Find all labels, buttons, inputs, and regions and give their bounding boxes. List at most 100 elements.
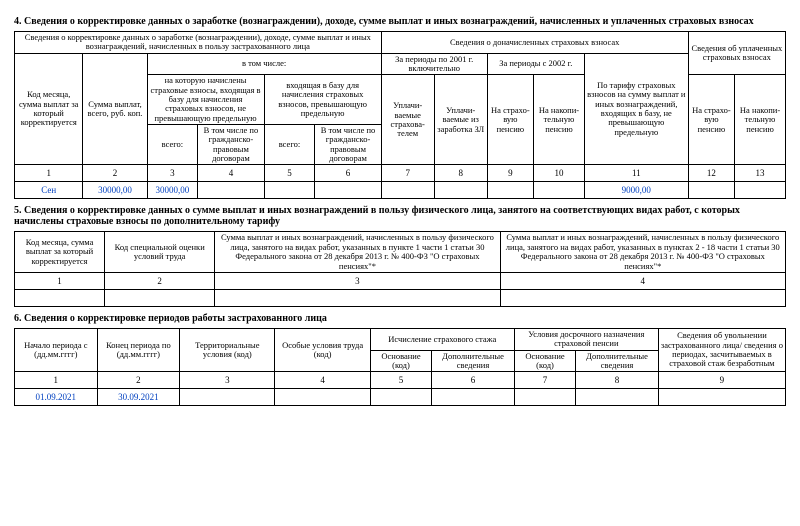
s6-n9: 9 bbox=[658, 372, 785, 389]
s4-r-c6 bbox=[315, 182, 381, 199]
s6-r-c8 bbox=[576, 389, 659, 406]
s5-data-row bbox=[15, 289, 786, 306]
s5-r-c3 bbox=[215, 289, 500, 306]
s4-r-c4 bbox=[198, 182, 264, 199]
s4-r-c1: Сен bbox=[15, 182, 83, 199]
s4-h-c9: На страхо-вую пенсию bbox=[487, 75, 533, 165]
section5-table: Код месяца, сумма выплат за который корр… bbox=[14, 231, 786, 306]
s4-n2: 2 bbox=[83, 165, 147, 182]
s6-n3: 3 bbox=[180, 372, 275, 389]
s4-r-c12 bbox=[688, 182, 734, 199]
s6-h-c4: Особые условия труда (код) bbox=[275, 328, 370, 371]
section6-title: 6. Сведения о корректировке периодов раб… bbox=[14, 313, 786, 324]
s4-h-span3: Сведения об уплаченных страховых взносах bbox=[688, 32, 785, 75]
s4-r-c3: 30000,00 bbox=[147, 182, 198, 199]
s4-n7: 7 bbox=[381, 165, 434, 182]
s4-h-c5: всего: bbox=[264, 125, 315, 165]
section5-title: 5. Сведения о корректировке данных о сум… bbox=[14, 205, 786, 227]
section6-table: Начало периода с (дд.мм.гггг) Конец пери… bbox=[14, 328, 786, 406]
s6-r-c6 bbox=[432, 389, 515, 406]
s4-numrow: 1 2 3 4 5 6 7 8 9 10 11 12 13 bbox=[15, 165, 786, 182]
s4-h-span2: Сведения о доначисленных страховых взнос… bbox=[381, 32, 688, 54]
s6-h-span78: Условия досрочного назначения страховой … bbox=[514, 328, 658, 350]
s6-n8: 8 bbox=[576, 372, 659, 389]
s6-data-row: 01.09.2021 30.09.2021 bbox=[15, 389, 786, 406]
s5-r-c4 bbox=[500, 289, 785, 306]
s4-h-c10: На накопи-тельную пенсию bbox=[534, 75, 585, 165]
s5-n3: 3 bbox=[215, 272, 500, 289]
s4-h-c13: На накопи-тельную пенсию bbox=[735, 75, 786, 165]
s6-h-c6: Дополнительные сведения bbox=[432, 350, 515, 372]
s4-h-c4: В том числе по гражданско-правовым догов… bbox=[198, 125, 264, 165]
s6-r-c4 bbox=[275, 389, 370, 406]
section4-table: Сведения о корректировке данных о зарабо… bbox=[14, 31, 786, 199]
s6-h-c7: Основание (код) bbox=[514, 350, 575, 372]
s6-n6: 6 bbox=[432, 372, 515, 389]
s6-r-c2: 30.09.2021 bbox=[97, 389, 180, 406]
s6-h-c9: Сведения об увольнении застрахованного л… bbox=[658, 328, 785, 371]
s4-h-c7: Уплачи-ваемые страхова-телем bbox=[381, 75, 434, 165]
s4-n1: 1 bbox=[15, 165, 83, 182]
s4-n10: 10 bbox=[534, 165, 585, 182]
s6-h-span56: Исчисление страхового стажа bbox=[370, 328, 514, 350]
s6-r-c7 bbox=[514, 389, 575, 406]
s4-r-c9 bbox=[487, 182, 533, 199]
s6-n7: 7 bbox=[514, 372, 575, 389]
s4-data-row: Сен 30000,00 30000,00 9000,00 bbox=[15, 182, 786, 199]
s4-r-c7 bbox=[381, 182, 434, 199]
s4-h-za2002: За периоды с 2002 г. bbox=[487, 53, 584, 75]
s4-h-c3: всего: bbox=[147, 125, 198, 165]
s4-h-c34span: на которую начислены страховые взносы, в… bbox=[147, 75, 264, 125]
s4-h-c11: По тарифу страховых взносов на сумму вып… bbox=[584, 53, 688, 165]
s4-n8: 8 bbox=[434, 165, 487, 182]
s4-n5: 5 bbox=[264, 165, 315, 182]
s4-h-c12: На страхо-вую пенсию bbox=[688, 75, 734, 165]
s5-n4: 4 bbox=[500, 272, 785, 289]
s4-h-c8: Уплачи-ваемые из заработка ЗЛ bbox=[434, 75, 487, 165]
s6-r-c3 bbox=[180, 389, 275, 406]
s6-h-c8: Дополнительные сведения bbox=[576, 350, 659, 372]
s6-n4: 4 bbox=[275, 372, 370, 389]
s5-n2: 2 bbox=[105, 272, 215, 289]
s4-h-c2: Сумма выплат, всего, руб. коп. bbox=[83, 53, 147, 165]
s5-h-c2: Код специальной оценки условий труда bbox=[105, 232, 215, 272]
s4-r-c2: 30000,00 bbox=[83, 182, 147, 199]
s6-n5: 5 bbox=[370, 372, 431, 389]
s4-r-c11: 9000,00 bbox=[584, 182, 688, 199]
s4-n9: 9 bbox=[487, 165, 533, 182]
s5-r-c2 bbox=[105, 289, 215, 306]
s5-h-c1: Код месяца, сумма выплат за который корр… bbox=[15, 232, 105, 272]
s4-r-c5 bbox=[264, 182, 315, 199]
s4-h-za2001: За периоды по 2001 г. включительно bbox=[381, 53, 487, 75]
s6-n2: 2 bbox=[97, 372, 180, 389]
s6-n1: 1 bbox=[15, 372, 98, 389]
s6-r-c1: 01.09.2021 bbox=[15, 389, 98, 406]
s4-n4: 4 bbox=[198, 165, 264, 182]
s4-h-c6: В том числе по гражданско-правовым догов… bbox=[315, 125, 381, 165]
s6-h-c2: Конец периода по (дд.мм.гггг) bbox=[97, 328, 180, 371]
s6-r-c9 bbox=[658, 389, 785, 406]
s6-h-c1: Начало периода с (дд.мм.гггг) bbox=[15, 328, 98, 371]
s4-h-span1: Сведения о корректировке данных о зарабо… bbox=[15, 32, 382, 54]
s4-h-c56span: входящая в базу для начисления страховых… bbox=[264, 75, 381, 125]
s4-r-c13 bbox=[735, 182, 786, 199]
s4-r-c8 bbox=[434, 182, 487, 199]
s5-h-c4: Сумма выплат и иных вознаграждений, начи… bbox=[500, 232, 785, 272]
s4-h-c1: Код месяца, сумма выплат за который корр… bbox=[15, 53, 83, 165]
s4-n13: 13 bbox=[735, 165, 786, 182]
section4-title: 4. Сведения о корректировке данных о зар… bbox=[14, 16, 786, 27]
s6-numrow: 1 2 3 4 5 6 7 8 9 bbox=[15, 372, 786, 389]
s6-h-c5: Основание (код) bbox=[370, 350, 431, 372]
s4-n12: 12 bbox=[688, 165, 734, 182]
s6-h-c3: Территориальные условия (код) bbox=[180, 328, 275, 371]
s6-r-c5 bbox=[370, 389, 431, 406]
s4-n3: 3 bbox=[147, 165, 198, 182]
s4-n11: 11 bbox=[584, 165, 688, 182]
s5-n1: 1 bbox=[15, 272, 105, 289]
s4-r-c10 bbox=[534, 182, 585, 199]
s5-r-c1 bbox=[15, 289, 105, 306]
s5-h-c3: Сумма выплат и иных вознаграждений, начи… bbox=[215, 232, 500, 272]
s4-h-vtomchisle: в том числе: bbox=[147, 53, 381, 75]
s4-n6: 6 bbox=[315, 165, 381, 182]
s5-numrow: 1 2 3 4 bbox=[15, 272, 786, 289]
